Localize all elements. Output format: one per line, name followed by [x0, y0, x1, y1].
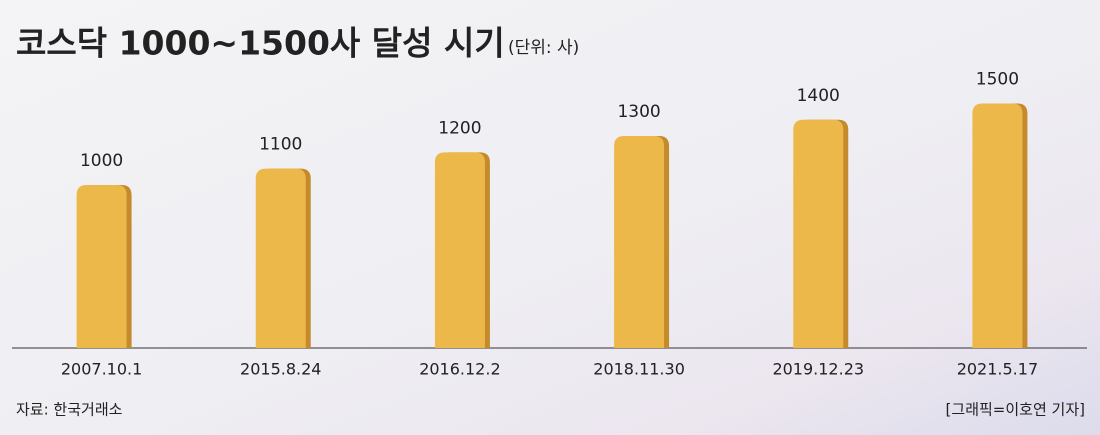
bar [76, 184, 127, 348]
value-label: 1300 [617, 102, 660, 122]
bar [793, 119, 844, 349]
value-label: 1200 [438, 118, 481, 138]
bar [972, 103, 1023, 348]
chart-subtitle: (단위: 사) [508, 38, 579, 58]
x-tick-label: 2018.11.30 [593, 360, 685, 379]
value-label: 1500 [976, 69, 1019, 89]
bar [434, 152, 485, 348]
x-tick-label: 2015.8.24 [240, 360, 321, 379]
value-label: 1000 [80, 151, 123, 171]
bar [255, 168, 306, 348]
x-tick-label: 2016.12.2 [419, 360, 500, 379]
source: 자료: 한국거래소 [16, 401, 123, 419]
chart-title: 코스닥 1000~1500사 달성 시기 [16, 24, 505, 63]
x-tick-label: 2021.5.17 [957, 360, 1038, 379]
value-label: 1400 [797, 86, 840, 106]
bar [614, 136, 665, 348]
x-tick-label: 2007.10.1 [61, 360, 142, 379]
credit: [그래픽=이호연 기자] [946, 401, 1085, 419]
x-tick-label: 2019.12.23 [772, 360, 864, 379]
value-label: 1100 [259, 135, 302, 155]
